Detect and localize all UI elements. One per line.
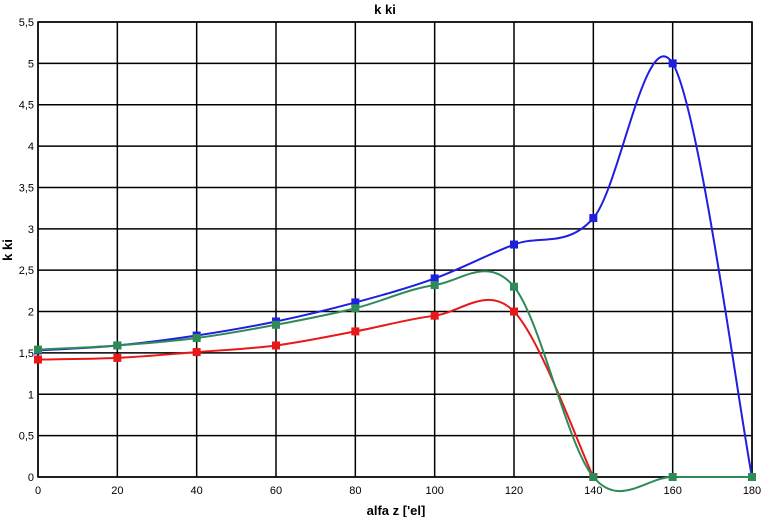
data-point — [589, 473, 598, 481]
y-tick-label: 4,5 — [19, 100, 34, 112]
chart-title: k ki — [374, 2, 396, 17]
data-point — [510, 240, 518, 249]
series-2 — [34, 299, 598, 481]
y-tick-label: 5,5 — [19, 17, 34, 29]
series-line — [37, 55, 753, 478]
series-line — [37, 270, 753, 493]
x-tick-label: 180 — [743, 485, 761, 497]
y-tick-label: 1 — [28, 389, 34, 401]
y-tick-label: 3,5 — [19, 182, 34, 194]
x-tick-label: 0 — [35, 485, 41, 497]
series-1 — [34, 55, 756, 481]
data-point — [34, 355, 42, 364]
data-point — [430, 274, 439, 283]
data-point — [748, 473, 756, 481]
data-point — [430, 281, 439, 290]
x-tick-label: 160 — [663, 485, 681, 497]
y-tick-label: 4 — [28, 141, 34, 153]
data-point — [589, 214, 598, 223]
data-point — [113, 353, 122, 362]
x-tick-label: 80 — [349, 485, 361, 497]
y-axis-title: k ki — [0, 239, 15, 261]
data-point — [430, 311, 439, 320]
x-tick-label: 120 — [505, 485, 523, 497]
y-tick-label: 0,5 — [19, 431, 34, 443]
data-point — [351, 327, 360, 336]
x-tick-label: 20 — [111, 485, 123, 497]
x-tick-label: 60 — [270, 485, 282, 497]
data-point — [34, 345, 42, 354]
data-point — [272, 320, 280, 329]
grid-lines — [37, 21, 753, 478]
x-tick-label: 40 — [191, 485, 203, 497]
data-point — [668, 473, 677, 481]
data-point — [668, 59, 677, 68]
data-point — [272, 341, 280, 350]
data-point — [192, 348, 201, 357]
y-tick-label: 0 — [28, 472, 34, 484]
data-point — [351, 298, 360, 307]
y-tick-label: 1,5 — [19, 348, 34, 360]
tick-labels: 0 20 40 60 80 100 120 140 160 180 0 0,5 1 1,5 2 2,5 3 3,5… — [19, 17, 761, 497]
x-axis-title: alfa z ['el] — [367, 503, 426, 517]
plot-area-border — [37, 21, 753, 478]
data-point — [510, 307, 518, 316]
data-point — [113, 341, 122, 350]
data-point — [351, 304, 360, 313]
series-layer — [34, 55, 756, 493]
data-point — [510, 282, 518, 291]
data-point — [192, 334, 201, 343]
y-tick-label: 2 — [28, 307, 34, 319]
x-tick-label: 140 — [584, 485, 602, 497]
series-3 — [34, 270, 756, 493]
y-tick-label: 3 — [28, 224, 34, 236]
x-tick-label: 100 — [425, 485, 443, 497]
series-line — [37, 299, 595, 478]
y-tick-label: 2,5 — [19, 265, 34, 277]
y-tick-label: 5 — [28, 58, 34, 70]
